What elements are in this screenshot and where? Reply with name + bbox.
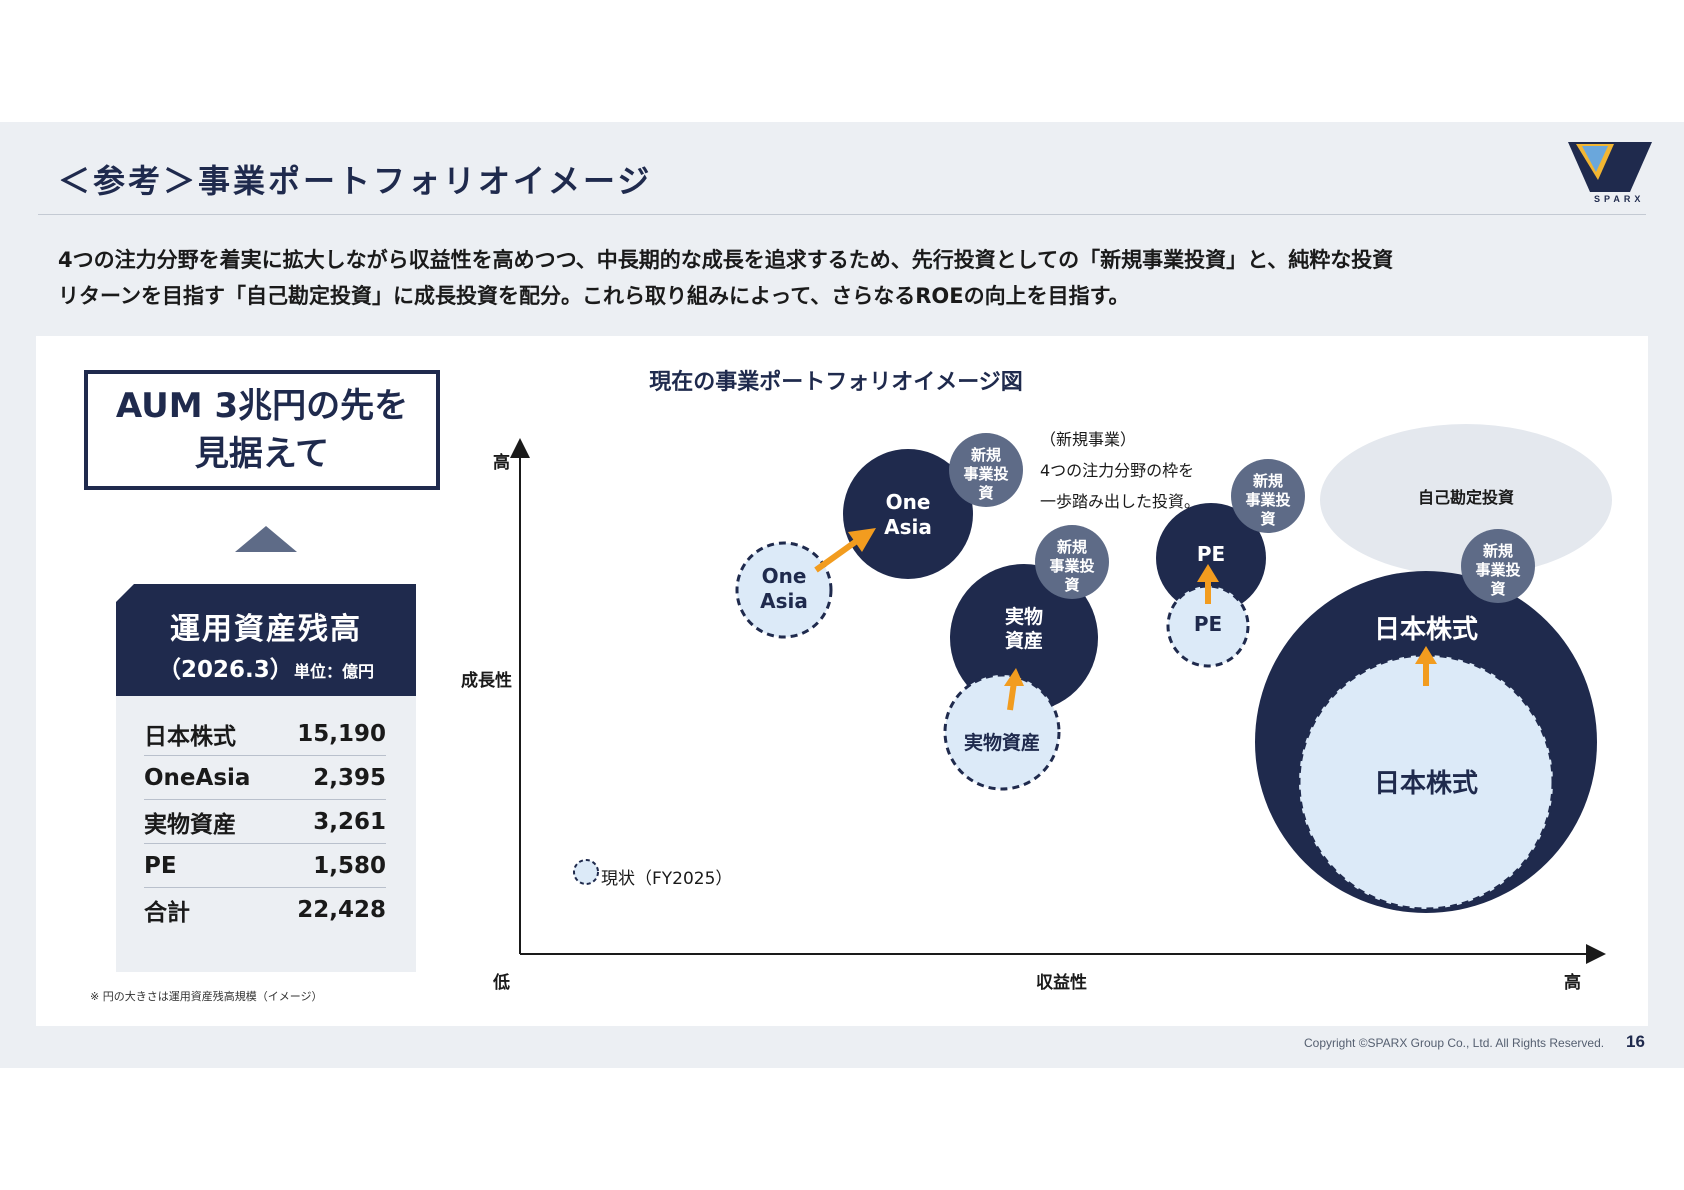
lead-line-2: リターンを目指す「自己勘定投資」に成長投資を配分。これら取り組みによって、さらな… — [58, 284, 1130, 308]
slide: ＜参考＞事業ポートフォリオイメージ SPARX 4つの注力分野を着実に拡大しなが… — [0, 122, 1684, 1068]
new-biz-badge-4-label: 新規 事業投 資 — [1475, 542, 1521, 598]
portfolio-diagram — [510, 424, 1612, 964]
legend-current-marker — [573, 859, 599, 885]
growth-arrow-real-assets-icon — [1004, 668, 1024, 711]
y-axis-high-label: 高 — [493, 453, 510, 473]
prop-invest-ellipse — [1320, 424, 1612, 576]
title-divider — [38, 214, 1646, 215]
logo-text: SPARX — [1594, 194, 1645, 204]
new-biz-badge-2 — [1035, 525, 1109, 599]
diagram-title: 現在の事業ポートフォリオイメージ図 — [649, 370, 1023, 395]
table-row-total: 合計 22,428 — [144, 888, 386, 932]
row-value: 3,261 — [313, 808, 386, 835]
lead-text: 4つの注力分野を着実に拡大しながら収益性を高めつつ、中長期的な成長を追求するため… — [58, 242, 1658, 314]
prop-invest-label: 自己勘定投資 — [1417, 488, 1514, 507]
real-assets-current-label: 実物資産 — [963, 732, 1040, 754]
pe-target-label: PE — [1196, 542, 1226, 566]
row-value: 22,428 — [297, 897, 386, 923]
new-biz-badge-2-label: 新規 事業投 資 — [1049, 538, 1095, 594]
row-label: 合計 — [144, 900, 190, 926]
triangle-up-icon — [235, 526, 297, 552]
page-title: ＜参考＞事業ポートフォリオイメージ — [58, 162, 653, 200]
aum-table-unit: 単位：億円 — [294, 662, 375, 681]
row-label: OneAsia — [144, 764, 251, 791]
growth-arrow-pe-icon — [1197, 564, 1219, 604]
new-biz-badge-3 — [1231, 459, 1305, 533]
aum-table: 日本株式 15,190 OneAsia 2,395 実物資産 3,261 PE … — [116, 696, 416, 972]
aum-table-date: （2026.3） — [158, 657, 293, 683]
japan-equity-target-label: 日本株式 — [1373, 615, 1478, 645]
annotation-line-3: 一歩踏み出した投資。 — [1040, 492, 1201, 511]
growth-arrow-japan-equity-icon — [1415, 646, 1437, 686]
row-label: 日本株式 — [144, 723, 236, 750]
table-row: 日本株式 15,190 — [144, 712, 386, 756]
new-biz-badge-1 — [949, 433, 1023, 507]
x-axis-label: 収益性 — [1036, 973, 1087, 993]
row-value: 1,580 — [313, 852, 386, 879]
annotation-line-2: 4つの注力分野の枠を — [1040, 461, 1195, 480]
aum-table-header: 運用資産残高 （2026.3） 単位：億円 — [116, 584, 416, 696]
aum-table-title: 運用資産残高 — [170, 612, 362, 647]
japan-equity-current-bubble — [1297, 653, 1555, 911]
real-assets-current-bubble — [943, 673, 1061, 791]
pe-current-label: PE — [1193, 612, 1223, 636]
real-assets-target-label: 実物 資産 — [1004, 606, 1043, 652]
aum-goal-box: AUM 3兆円の先を 見据えて — [84, 370, 440, 490]
growth-arrow-oneasia-icon — [814, 528, 876, 573]
oneasia-current-label: One Asia — [760, 564, 808, 613]
oneasia-current-bubble — [735, 541, 833, 639]
table-row: OneAsia 2,395 — [144, 756, 386, 800]
pe-current-bubble — [1166, 584, 1250, 668]
size-note: ※ 円の大きさは運用資産残高規模（イメージ） — [90, 990, 323, 1003]
table-row: 実物資産 3,261 — [144, 800, 386, 844]
row-label: PE — [144, 852, 177, 879]
origin-low-label: 低 — [493, 973, 510, 993]
new-biz-badge-3-label: 新規 事業投 資 — [1245, 472, 1291, 528]
annotation-line-1: （新規事業） — [1040, 430, 1137, 449]
new-biz-annotation: （新規事業） 4つの注力分野の枠を 一歩踏み出した投資。 — [1040, 424, 1200, 517]
table-row: PE 1,580 — [144, 844, 386, 888]
pe-target-bubble — [1156, 503, 1266, 613]
lead-line-1: 4つの注力分野を着実に拡大しながら収益性を高めつつ、中長期的な成長を追求するため… — [58, 248, 1394, 272]
row-label: 実物資産 — [144, 811, 236, 838]
aum-goal-line-1: AUM 3兆円の先を — [115, 386, 409, 426]
new-biz-badge-1-label: 新規 事業投 資 — [963, 446, 1009, 502]
copyright: Copyright ©SPARX Group Co., Ltd. All Rig… — [1304, 1036, 1605, 1050]
x-axis-high-label: 高 — [1564, 973, 1581, 993]
real-assets-target-bubble — [950, 564, 1098, 712]
page-number: 16 — [1626, 1032, 1645, 1051]
aum-goal-line-2: 見据えて — [194, 434, 330, 474]
row-value: 15,190 — [297, 720, 386, 747]
legend-label: 現状（FY2025） — [601, 869, 733, 889]
oneasia-target-bubble — [843, 449, 973, 579]
content-panel: AUM 3兆円の先を 見据えて 運用資産残高 （2026.3） 単位：億円 日本… — [36, 336, 1648, 1026]
row-value: 2,395 — [313, 764, 386, 791]
japan-equity-current-label: 日本株式 — [1373, 769, 1478, 799]
y-axis-label: 成長性 — [461, 671, 512, 691]
new-biz-badge-4 — [1461, 529, 1535, 603]
oneasia-target-label: One Asia — [884, 490, 932, 539]
sparx-logo-icon — [1568, 142, 1652, 192]
